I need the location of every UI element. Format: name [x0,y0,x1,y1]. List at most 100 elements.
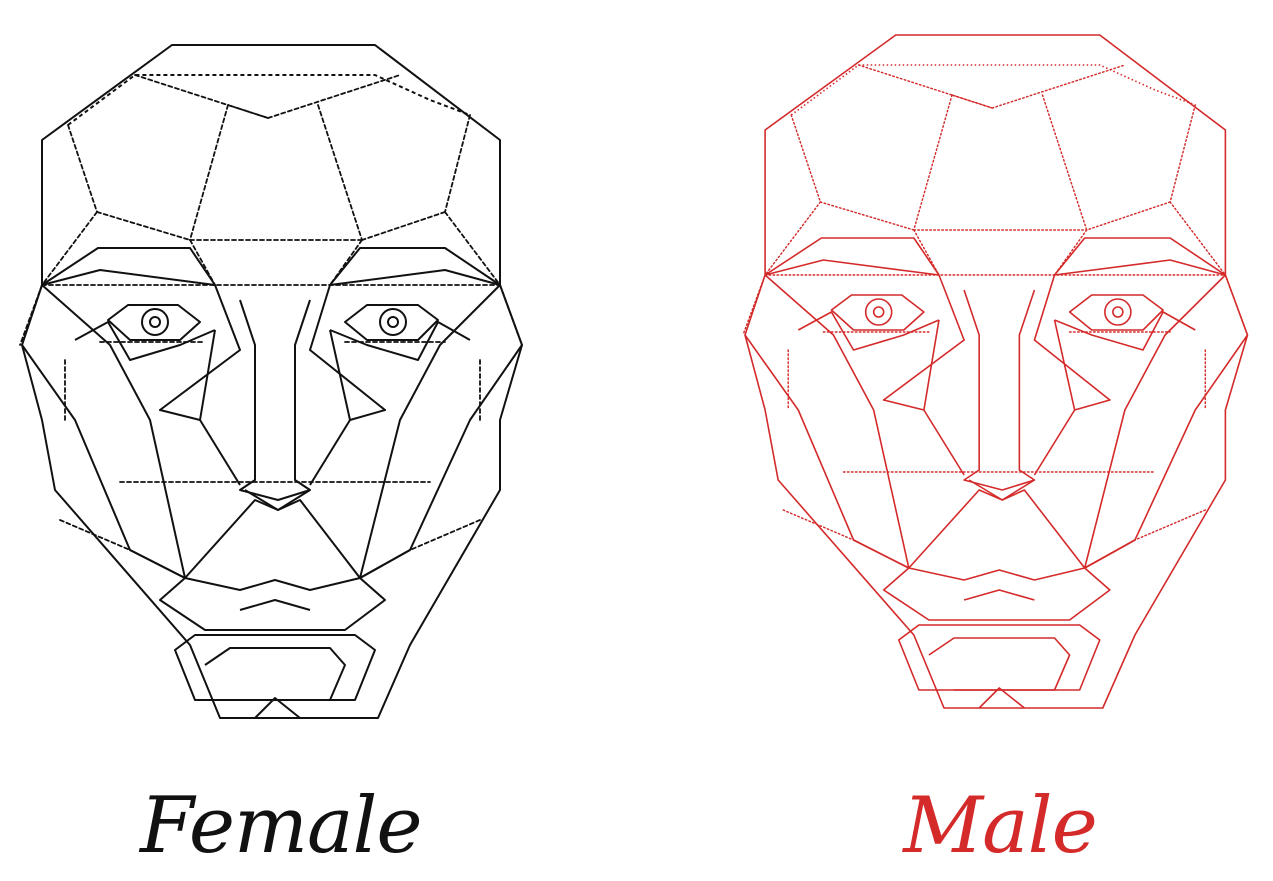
temple-dash-l [742,274,766,336]
brow-right-inner [329,269,501,286]
brow-left-inner [41,269,216,286]
side-right [359,284,501,579]
nose-side-r [1033,319,1076,476]
lips [159,577,386,631]
jaw-dash-l [782,509,855,541]
head-outline [21,44,523,719]
jaw-dash-l [59,519,131,551]
temple-dash-l [19,284,43,346]
nose-side-l [199,329,241,486]
jaw-r [1083,539,1136,569]
iris-right [1104,298,1132,326]
forehead-dash-5 [444,114,471,213]
cheek-diag-l [159,349,241,411]
male-face-panel [700,0,1273,881]
cheek-line-r [349,409,386,421]
male-label: Male [903,781,1097,871]
forehead-dash-2 [991,64,1126,109]
brow-right [1033,237,1226,341]
brow-right-inner [1054,259,1226,276]
cheek-line-l [159,409,201,421]
brow-left-inner [764,259,940,276]
lips [882,567,1111,621]
forehead-dash-3 [951,94,993,109]
forehead-dash-7 [317,104,363,241]
chin-outer [897,624,1101,691]
chin-inner [204,647,346,701]
head-outline [744,34,1249,709]
female-label: Female [140,781,423,871]
brow-left [41,247,241,351]
forehead-dash-9 [1085,201,1171,231]
iris-right [379,308,407,336]
side-right [1083,274,1226,569]
eye-left-outline [830,294,925,331]
forehead-dash-6 [189,104,229,241]
cheek-line-l [882,399,925,411]
forehead-dash-11 [764,201,822,276]
forehead-upper-dashed [67,74,471,126]
jaw-dash-r [1134,509,1207,541]
eye-right-lower [329,321,471,361]
upper-lip-frame [908,489,1086,569]
iris-left [864,298,893,326]
chin-notch [254,697,301,719]
forehead-dash-8 [819,201,915,231]
eye-left-lower [797,311,940,351]
female-face-panel [0,0,560,881]
cheek-left [744,334,910,569]
forehead-upper-dashed [790,64,1196,116]
chin-inner [928,637,1071,691]
iris-left [141,308,169,336]
cheek-diag-l [882,339,965,401]
eye-right-lower [1054,311,1196,351]
eye-right-outline [344,304,439,341]
pupil-left [872,306,885,318]
cheek-diag-r [1033,339,1111,401]
jaw-l [852,539,910,569]
cheek-right [1084,334,1249,569]
pupil-right [387,316,399,328]
nose [963,289,1036,491]
nose-side-r [309,329,351,486]
pupil-left [149,316,161,328]
jaw-r [359,549,411,579]
female-face-mask-diagram [19,44,523,719]
forehead-dash-9 [361,211,446,241]
cheek-line-r [1073,399,1111,411]
eye-left-lower [74,321,216,361]
upper-lip-frame [184,499,361,579]
forehead-dash-11 [41,211,98,286]
mouth-line [963,589,1035,601]
forehead-dash-12 [1169,201,1227,276]
forehead-dash-8 [96,211,191,241]
chin-notch [978,687,1025,709]
male-face-mask-diagram [742,34,1249,709]
jaw-l [129,549,186,579]
forehead-dash-4 [790,114,822,203]
nose-side-l [923,319,965,476]
brow-left [764,237,965,341]
forehead-dash-2 [267,74,401,119]
forehead-dash-3 [227,104,269,119]
mouth-line [239,599,311,611]
forehead-dash-7 [1041,94,1088,231]
side-left [764,274,910,569]
cheek-diag-r [309,349,386,411]
temple-dash-r [1224,274,1249,336]
forehead-dash-6 [913,94,953,231]
eye-left-outline [107,304,201,341]
forehead-dash-12 [444,211,501,286]
cheek-right [359,344,523,579]
cheek-left [21,344,186,579]
forehead-dash-4 [67,124,98,213]
nose [239,299,311,501]
forehead-dash-13 [913,229,940,276]
jaw-dash-r [409,519,481,551]
forehead-dash-5 [1169,104,1196,203]
brow-right [309,247,501,351]
pupil-right [1112,306,1124,318]
side-left [41,284,186,579]
temple-dash-r [499,284,523,346]
eye-right-outline [1068,294,1164,331]
